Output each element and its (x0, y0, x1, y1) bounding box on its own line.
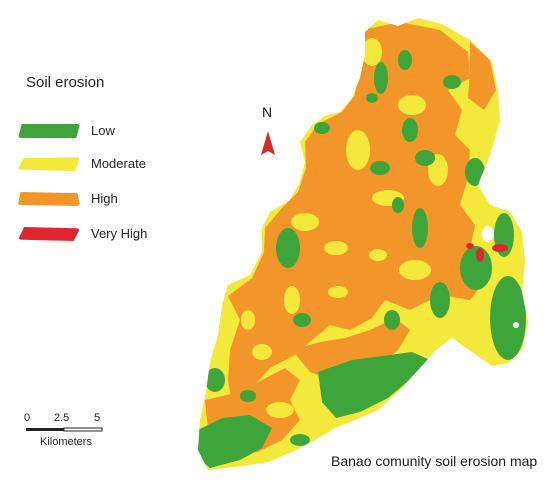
low-patch (392, 197, 404, 213)
moderate-patch (476, 132, 500, 164)
low-patch (205, 368, 225, 392)
low-patch (402, 118, 418, 142)
moderate-patch (291, 213, 319, 231)
low-patch (490, 276, 526, 360)
moderate-patch (328, 286, 348, 298)
legend-label-low: Low (91, 123, 115, 138)
low-patch (366, 93, 378, 103)
legend-title: Soil erosion (26, 74, 105, 91)
low-patch (465, 158, 485, 186)
moderate-patch (346, 130, 370, 170)
scale-units: Kilometers (40, 436, 92, 448)
scale-tick-5: 5 (94, 412, 101, 424)
moderate-patch (252, 344, 272, 360)
low-patch (240, 390, 256, 402)
north-arrow-icon (261, 131, 275, 155)
moderate-patch (398, 95, 426, 115)
legend-label-moderate: Moderate (91, 156, 146, 171)
legend-label-very-high: Very High (91, 226, 148, 241)
low-patch (370, 161, 390, 175)
legend-swatch-moderate (18, 157, 80, 171)
north-label: N (262, 104, 273, 120)
low-patch (276, 228, 300, 268)
very-high-patch (476, 248, 484, 262)
low-patch (460, 246, 492, 290)
legend-swatch-very-high (18, 227, 80, 241)
low-patch (430, 282, 450, 318)
scale-bar-line (26, 427, 103, 432)
moderate-patch (284, 286, 300, 314)
low-patch (374, 62, 388, 94)
legend-label-high: High (91, 191, 118, 206)
very-high-patch (466, 243, 474, 249)
low-patch (293, 313, 311, 327)
scale-tick-2-5: 2.5 (54, 412, 70, 424)
legend-swatch-low (18, 124, 80, 138)
scale-bar: 0 2.5 5 Kilometers (18, 412, 128, 448)
low-patch (415, 150, 435, 166)
low-patch (290, 434, 310, 446)
moderate-patch (362, 38, 382, 66)
high-zone-east-top (468, 42, 496, 110)
scale-tick-0: 0 (24, 412, 31, 424)
low-zone-southwest (198, 415, 272, 468)
low-patch (412, 208, 428, 248)
low-patch (314, 122, 330, 134)
very-high-patch (492, 244, 508, 252)
map-caption: Banao comunity soil erosion map (331, 453, 538, 469)
moderate-patch (324, 241, 348, 255)
settlement-point (513, 322, 519, 328)
moderate-patch (369, 249, 387, 261)
low-zone-south (318, 352, 430, 418)
moderate-patch (399, 260, 431, 280)
moderate-patch (266, 402, 294, 418)
low-patch (384, 310, 400, 330)
moderate-patch (241, 310, 255, 330)
low-patch (443, 75, 461, 89)
legend-swatch-high (18, 192, 80, 206)
unmapped-gap (482, 226, 494, 242)
low-patch (398, 50, 412, 70)
